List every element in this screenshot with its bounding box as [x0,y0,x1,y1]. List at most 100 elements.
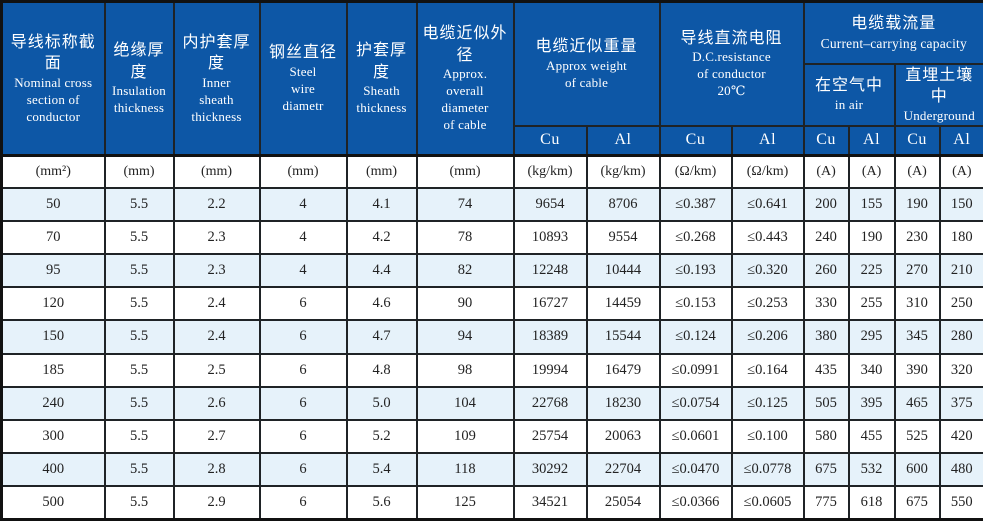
col-group-current-capacity: 电缆载流量 Current–carrying capacity [802,0,983,65]
value-cell: 25054 [585,485,661,521]
value-cell: 10444 [585,252,661,289]
col-subgroup-zh: 在空气中 [815,77,884,95]
col-group-zh: 电缆载流量 [851,15,937,33]
value-cell: 255 [847,286,896,322]
value-cell: 4.2 [345,219,418,255]
table-header: 导线标称截面 Nominal cross section of conducto… [0,0,983,189]
table-row: 50 5.5 2.2 4 4.1 74 9654 8706 ≤0.387 ≤0.641 200 155… [0,186,983,222]
col-subgroup-en: Underground [903,107,975,123]
value-cell: 230 [893,219,941,255]
value-cell: 435 [802,352,850,388]
value-cell: 5.5 [103,418,175,455]
value-cell: 270 [893,252,941,289]
value-cell: 125 [415,485,515,521]
value-cell: 2.3 [172,219,261,255]
value-cell: 295 [847,319,896,355]
value-cell: 210 [938,252,983,289]
value-cell: 675 [893,485,941,521]
value-cell: 4 [258,186,348,222]
value-cell: 4 [258,219,348,255]
col-subgroup-en: in air [834,96,864,112]
col-group-en: Current–carrying capacity [820,35,967,51]
value-cell: 5.0 [345,385,418,421]
value-cell: 25754 [512,418,588,455]
table-row: 120 5.5 2.4 6 4.6 90 16727 14459 ≤0.153 ≤0.253 330… [0,286,983,322]
header-row-material: Cu Al Cu Al Cu Al Cu Al [2,124,983,157]
value-cell: 78 [415,219,515,255]
value-cell: 5.5 [103,319,175,355]
col-header-zh: 电缆近似外径 [422,25,508,64]
material-header-cu: Cu [802,124,850,157]
col-group-zh: 导线直流电阻 [680,29,783,47]
col-header-zh: 钢丝直径 [268,44,337,62]
value-cell: 118 [415,452,515,488]
value-cell: 6 [258,352,348,388]
value-cell: 480 [938,452,983,488]
value-cell: 6 [258,418,348,455]
col-header-zh: 内护套厚度 [182,33,251,73]
value-cell: 5.5 [103,452,175,488]
value-cell: 6 [258,286,348,322]
unit-cell: (kg/km) [512,154,588,189]
conductor-size-cell: 300 [0,418,106,455]
unit-cell: (mm) [172,154,261,189]
value-cell: 380 [802,319,850,355]
col-header-inner-sheath-thickness: 内护套厚度 Inner sheath thickness [172,0,261,157]
value-cell: 465 [893,385,941,421]
col-header-en: Approx. overall diameter of cable [441,66,489,133]
unit-cell: (Ω/km) [730,154,805,189]
value-cell: 34521 [512,485,588,521]
value-cell: 90 [415,286,515,322]
value-cell: 94 [415,319,515,355]
conductor-size-cell: 70 [0,219,106,255]
value-cell: 5.2 [345,418,418,455]
value-cell: 5.5 [103,252,175,289]
value-cell: 2.6 [172,385,261,421]
value-cell: 190 [893,186,941,222]
col-header-zh: 绝缘厚度 [113,42,165,81]
unit-cell: (A) [938,154,983,189]
value-cell: 190 [847,219,896,255]
col-header-zh: 护套厚度 [355,42,407,81]
value-cell: ≤0.206 [730,319,805,355]
conductor-size-cell: 120 [0,286,106,322]
value-cell: ≤0.253 [730,286,805,322]
value-cell: 4 [258,252,348,289]
col-header-steel-wire-diameter: 钢丝直径 Steel wire diametr [258,0,348,157]
value-cell: 340 [847,352,896,388]
table-row: 70 5.5 2.3 4 4.2 78 10893 9554 ≤0.268 ≤0.443 240 19… [0,219,983,255]
value-cell: 4.1 [345,186,418,222]
value-cell: 155 [847,186,896,222]
value-cell: ≤0.193 [658,252,733,289]
col-header-sheath-thickness: 护套厚度 Sheath thickness [345,0,418,157]
table-row: 150 5.5 2.4 6 4.7 94 18389 15544 ≤0.124 ≤0.206 380… [0,319,983,355]
material-header-al: Al [730,124,805,157]
value-cell: 375 [938,385,983,421]
value-cell: ≤0.268 [658,219,733,255]
value-cell: 9554 [585,219,661,255]
value-cell: 180 [938,219,983,255]
col-header-insulation-thickness: 绝缘厚度 Insulation thickness [103,0,175,157]
col-header-en: Insulation thickness [112,83,166,116]
col-subgroup-underground: 直埋土壤中 Underground [893,62,983,127]
unit-cell: (mm) [103,154,175,189]
value-cell: 4.4 [345,252,418,289]
conductor-size-cell: 500 [0,485,106,521]
value-cell: 19994 [512,352,588,388]
value-cell: ≤0.641 [730,186,805,222]
col-header-en: Inner sheath thickness [191,74,242,124]
col-header-en: Steel wire diametr [282,64,324,113]
value-cell: ≤0.100 [730,418,805,455]
conductor-size-cell: 400 [0,452,106,488]
col-group-approx-weight: 电缆近似重量 Approx weight of cable [512,0,661,127]
value-cell: 618 [847,485,896,521]
col-subgroup-in-air: 在空气中 in air [802,62,896,127]
table-row: 400 5.5 2.8 6 5.4 118 30292 22704 ≤0.0470 ≤0.0778… [0,452,983,488]
conductor-size-cell: 240 [0,385,106,421]
value-cell: ≤0.0778 [730,452,805,488]
value-cell: 10893 [512,219,588,255]
value-cell: 22768 [512,385,588,421]
table-row: 185 5.5 2.5 6 4.8 98 19994 16479 ≤0.0991 ≤0.164 43… [0,352,983,388]
material-header-al: Al [585,124,661,157]
